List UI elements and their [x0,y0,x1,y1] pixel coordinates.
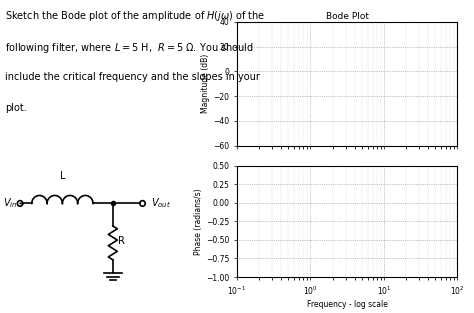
Text: following filter, where $L = 5$ H,  $R = 5$ Ω. You should: following filter, where $L = 5$ H, $R = … [5,41,254,55]
Text: plot.: plot. [5,103,27,113]
Text: Sketch the Bode plot of the amplitude of $H(j\omega)$ of the: Sketch the Bode plot of the amplitude of… [5,9,265,23]
Text: include the critical frequency and the slopes in your: include the critical frequency and the s… [5,72,260,82]
Title: Bode Plot: Bode Plot [326,12,369,21]
Text: $V_{out}$: $V_{out}$ [151,197,171,210]
Y-axis label: Magnitude (dB): Magnitude (dB) [201,54,210,113]
Text: $V_{in}$: $V_{in}$ [3,197,18,210]
Text: L: L [60,171,65,181]
Text: R: R [118,236,125,246]
X-axis label: Frequency - log scale: Frequency - log scale [307,300,388,309]
Y-axis label: Phase (radians/s): Phase (radians/s) [194,188,203,255]
